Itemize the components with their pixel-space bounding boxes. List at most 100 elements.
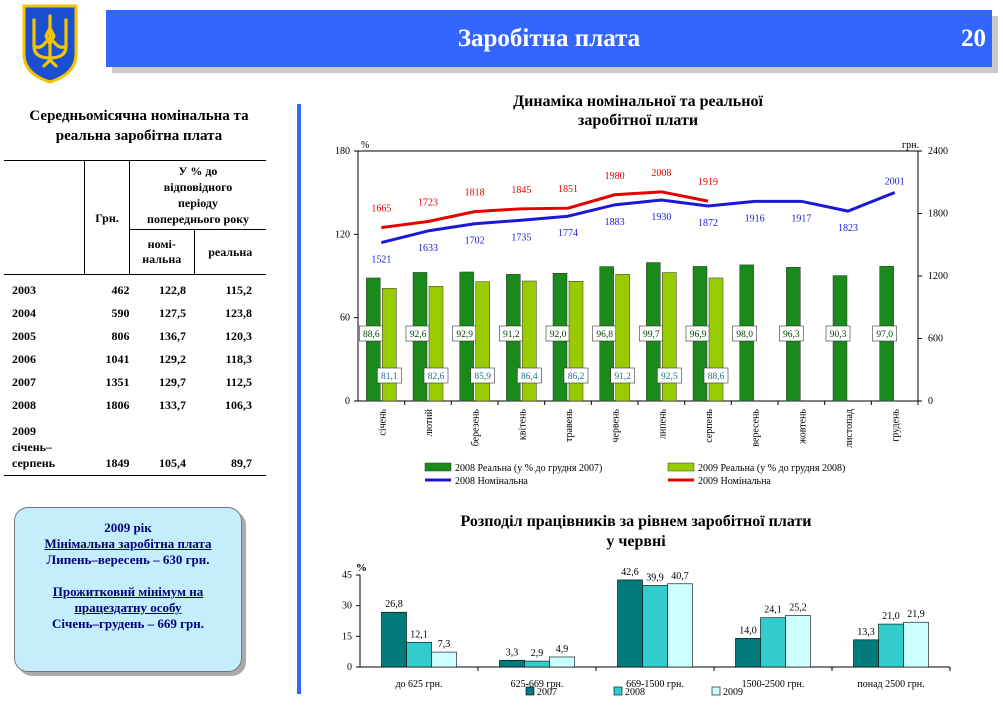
- chart1-left-tick-label: 0: [345, 396, 350, 407]
- info-year: 2009 рік: [104, 520, 152, 535]
- chart2-bar-2008: [524, 660, 550, 668]
- chart1-x-tick-label: жовтень: [797, 409, 808, 445]
- chart2-bar-2007: [853, 639, 879, 668]
- header-real: реальна: [193, 229, 266, 275]
- chart2-bar-label: 13,3: [857, 627, 875, 638]
- cell-year: 2005: [12, 329, 36, 343]
- chart1-bar-label-box: [563, 367, 589, 384]
- chart2-bar-label: 25,2: [789, 602, 807, 613]
- chart2-legend: 2007 2008 2009: [525, 686, 743, 698]
- chart1-bar-label: 91,2: [503, 330, 520, 340]
- cell-nominal: 105,4: [129, 417, 195, 476]
- cell-year-line: серпень: [12, 456, 55, 470]
- page-title: Заробітна плата: [457, 25, 641, 52]
- chart1-line-label: 1521: [371, 255, 391, 266]
- info-subsistence-link-2[interactable]: працездатну особу: [74, 600, 182, 615]
- chart2-legend-label: 2007: [537, 687, 557, 698]
- chart1-bar-label-box: [703, 367, 729, 384]
- chart1-line-label: 2008: [651, 168, 671, 179]
- chart2-y-tick-label: 0: [347, 662, 352, 673]
- table-title-line: Середньомісячна номінальна та: [29, 108, 249, 124]
- chart2-x-tick-label: понад 2500 грн.: [857, 679, 924, 690]
- chart2-bar-label: 21,0: [882, 611, 900, 622]
- chart2-x-tick-label: 1500-2500 грн.: [742, 679, 805, 690]
- chart1-right-tick-label: 1200: [928, 271, 948, 282]
- table-row: 2007 1351 129,7 112,5: [4, 371, 266, 394]
- chart1-line-label: 1980: [605, 171, 625, 182]
- chart1-bar-label-box: [470, 367, 495, 384]
- chart1-legend-swatch: [424, 462, 452, 472]
- chart1-legend: 2008 Реальна (у % до грудня 2007) 2009 Ре…: [424, 462, 845, 487]
- chart1-bar-label: 99,7: [643, 330, 660, 340]
- cell-grn: 1351: [105, 375, 130, 389]
- chart2-bar-2008: [760, 617, 786, 668]
- info-min-wage-link[interactable]: Мінімальна заробітна плата: [44, 536, 212, 551]
- chart1-bar-label: 96,3: [783, 330, 800, 340]
- chart2-bar-label: 39,9: [646, 572, 664, 583]
- table-title: Середньомісячна номінальна та реальна за…: [4, 106, 274, 146]
- chart1-x-tick-label: січень: [377, 409, 388, 436]
- cell-grn: 806: [111, 329, 130, 343]
- info-subsistence-value: Січень–грудень – 669 грн.: [52, 616, 204, 631]
- cell-real: 106,3: [225, 398, 252, 412]
- chart1-bar-label-box: [657, 367, 682, 384]
- chart2-bar-2009: [903, 621, 929, 668]
- chart1-bar-label: 88,6: [363, 330, 380, 340]
- page-number: 20: [961, 25, 986, 52]
- chart1-line-label: 1917: [791, 213, 811, 224]
- header-year: [4, 160, 85, 275]
- cell-grn: 1806: [105, 398, 130, 412]
- chart1-x-tick-label: червень: [611, 409, 622, 443]
- chart1-line-label: 1774: [558, 228, 578, 239]
- cell-year-line: січень–: [12, 440, 53, 454]
- chart1-bar-label: 85,9: [474, 372, 491, 382]
- table-row: 2003 462 122,8 115,2: [4, 275, 266, 303]
- chart1-legend-label: 2009 Реальна (у % до грудня 2008): [698, 463, 845, 474]
- chart2-bar-2009: [667, 583, 693, 668]
- chart1-bar-label: 81,1: [381, 372, 398, 382]
- chart1-bar-label-box: [872, 325, 897, 342]
- chart1-right-axis-label: грн.: [902, 140, 919, 151]
- chart1-bars: 88,6 92,6 92,9 91,2 92,0 96,8 99,7 96,9 98,0 96,3…: [359, 262, 897, 402]
- chart1-x-tick-label: листопад: [844, 409, 855, 448]
- chart1-line-2009: [381, 190, 709, 230]
- chart2-bar-label: 3,3: [506, 647, 519, 658]
- chart1-line-label: 1883: [605, 217, 625, 228]
- header-grn: Грн.: [84, 160, 130, 275]
- header-nominal-line: номі-: [147, 237, 176, 251]
- chart1-bar-label: 90,3: [830, 330, 847, 340]
- chart1-bar-label: 92,9: [456, 330, 473, 340]
- chart1-title-line2: заробітної плати: [578, 112, 698, 129]
- chart1-line-label: 1633: [418, 243, 438, 254]
- chart1-line-2008: [380, 191, 896, 245]
- chart2-bar-2008: [642, 585, 668, 668]
- chart2-bar-label: 24,1: [764, 605, 782, 616]
- chart1-bar-label: 98,0: [736, 330, 753, 340]
- vertical-divider: [297, 104, 301, 694]
- chart2-bar-label: 21,9: [907, 609, 925, 620]
- cell-year: 2004: [12, 306, 36, 320]
- chart1-bar-label: 88,6: [708, 372, 725, 382]
- info-subsistence-link[interactable]: Прожитковий мінімум на: [52, 584, 204, 599]
- cell-year: 2003: [12, 283, 36, 297]
- chart1-right-tick-label: 0: [928, 396, 933, 407]
- chart2-legend-label: 2008: [625, 687, 645, 698]
- header-percent-line: У % до: [178, 164, 218, 178]
- chart2-y-tick-label: 15: [342, 631, 352, 642]
- chart1-x-tick-label: грудень: [891, 409, 902, 442]
- header-percent-line: попереднього року: [147, 212, 249, 226]
- chart1-bar-label: 86,4: [521, 372, 538, 382]
- chart2-y-tick-label: 45: [342, 570, 352, 581]
- chart1-x-tick-label: липень: [657, 409, 668, 439]
- chart1-bar-label-box: [825, 325, 851, 342]
- table-row: 2008 1806 133,7 106,3: [4, 394, 266, 417]
- cell-nominal: 136,7: [159, 329, 187, 343]
- table-row: 2005 806 136,7 120,3: [4, 325, 266, 348]
- chart1-x-tick-label: вересень: [751, 409, 762, 447]
- chart2-x-tick-label: 669-1500 грн.: [626, 679, 684, 690]
- header-nominal-line: нальна: [142, 252, 182, 266]
- chart1-line-label: 1823: [838, 223, 858, 234]
- wage-table: Грн. У % до відповідного періоду поперед…: [4, 160, 266, 476]
- chart1-legend-swatch: [667, 462, 695, 472]
- chart1-line-label: 1919: [698, 177, 718, 188]
